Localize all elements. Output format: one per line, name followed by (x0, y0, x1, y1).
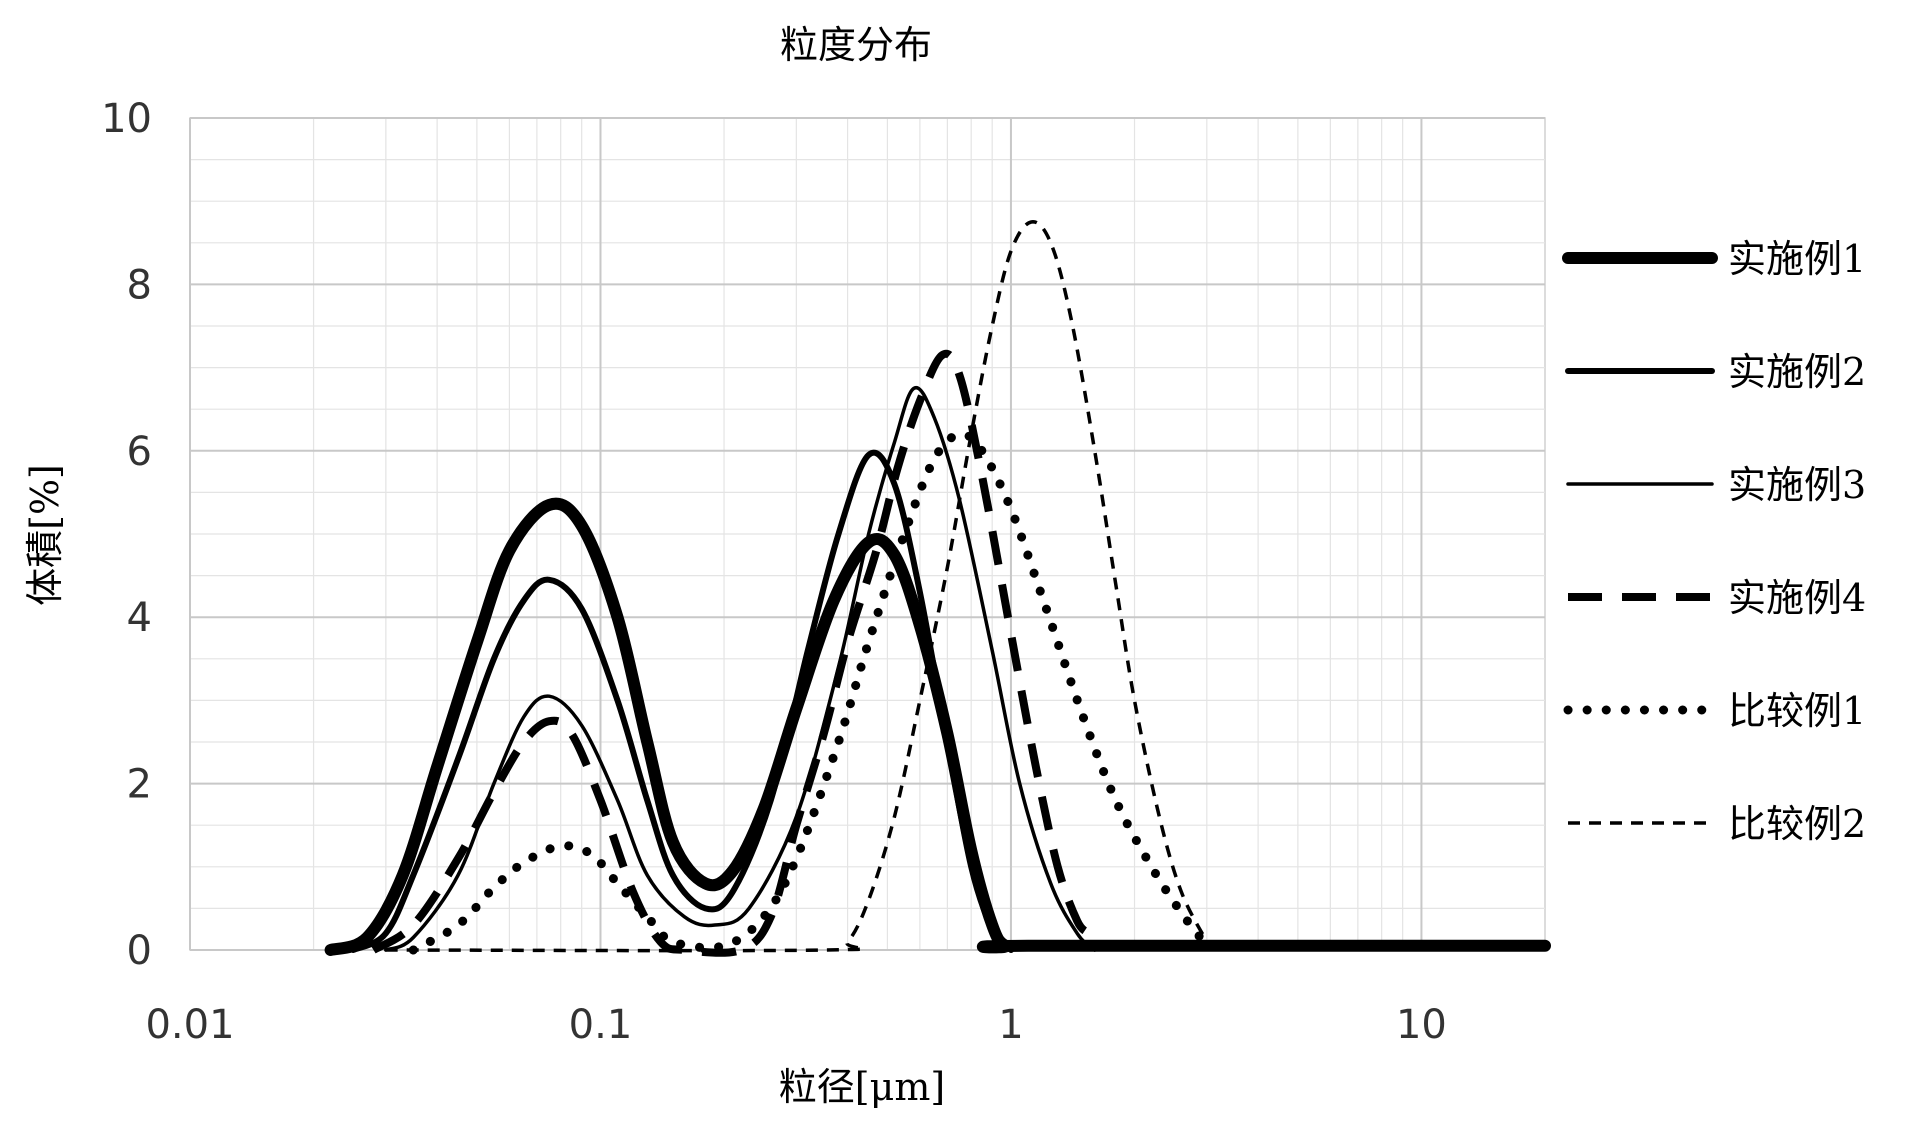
legend-label-6: 比较例2 (1728, 802, 1866, 846)
legend: 实施例1 实施例2 实施例3 实施例4 比较例1 比较例2 (1562, 237, 1866, 846)
y-tick-label: 4 (127, 595, 152, 641)
series-line-5 (408, 429, 1212, 955)
legend-label-5: 比较例1 (1728, 689, 1866, 733)
legend-label-4: 实施例4 (1728, 576, 1866, 620)
series-line-1 (324, 497, 1551, 956)
x-tick-label: 0.1 (569, 1002, 633, 1048)
y-tick-label: 2 (127, 762, 152, 808)
x-tick-label: 10 (1396, 1002, 1447, 1048)
chart-title: 粒度分布 (780, 23, 932, 67)
y-tick-label: 0 (127, 928, 152, 974)
series-lines (324, 220, 1551, 957)
axis-ticks: 0.01 0.1 1 10 0 2 4 6 8 10 (101, 96, 1447, 1048)
x-axis-label: 粒径[μm] (779, 1065, 945, 1109)
x-tick-label: 0.01 (145, 1002, 234, 1048)
y-tick-label: 10 (101, 96, 152, 142)
legend-label-3: 实施例3 (1728, 463, 1866, 507)
series-line-4 (371, 349, 1092, 957)
series-line-3 (384, 385, 1097, 952)
y-axis-label: 体積[%] (23, 464, 67, 606)
x-tick-label: 1 (998, 1002, 1023, 1048)
y-tick-label: 8 (127, 262, 152, 308)
legend-label-2: 实施例2 (1728, 350, 1866, 394)
legend-label-1: 实施例1 (1728, 237, 1866, 281)
series-line-6 (385, 220, 1209, 953)
y-tick-label: 6 (127, 429, 152, 475)
